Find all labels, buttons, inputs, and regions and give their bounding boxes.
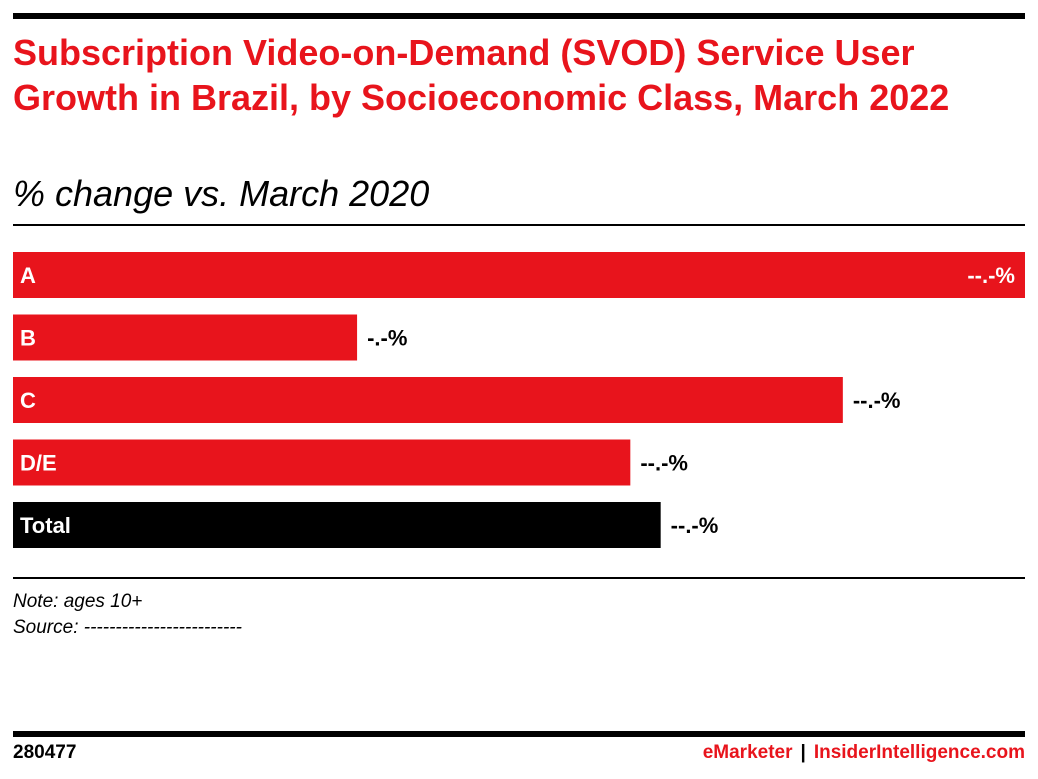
bar-c (13, 377, 843, 423)
category-label-a: A (20, 263, 36, 288)
value-label-a: --.-% (967, 263, 1015, 288)
value-label-d-e: --.-% (640, 451, 688, 476)
bar-total (13, 502, 661, 548)
bar-chart: A --.-% B -.-% C --.-% D/E --.-% Total --.-% (13, 252, 1025, 548)
source-text: Source: ------------------------- (13, 617, 242, 638)
chart-title: Subscription Video-on-Demand (SVOD) Serv… (13, 32, 950, 118)
category-label-d-e: D/E (20, 451, 57, 476)
top-rule (13, 13, 1025, 19)
category-label-b: B (20, 326, 36, 351)
bar-d-e (13, 439, 631, 486)
notes-divider (13, 577, 1025, 579)
notes-block: Note: ages 10+ Source: -----------------… (13, 589, 242, 641)
value-label-total: --.-% (671, 513, 719, 538)
category-label-total: Total (20, 513, 71, 538)
brand-emarketer: eMarketer (702, 742, 793, 763)
chart-subtitle: % change vs. March 2020 (13, 173, 430, 214)
brand-separator: | (800, 742, 806, 763)
brand-insiderintelligence: InsiderIntelligence.com (813, 742, 1025, 763)
category-label-c: C (20, 388, 36, 413)
bar-b (13, 314, 358, 361)
value-label-c: --.-% (853, 388, 901, 413)
bottom-rule (13, 731, 1025, 737)
chart-id: 280477 (13, 742, 77, 763)
bar-a (13, 252, 1025, 298)
footer-brand: eMarketer | InsiderIntelligence.com (703, 742, 1025, 764)
header-divider (13, 224, 1025, 226)
value-label-b: -.-% (367, 326, 407, 351)
note-text: Note: ages 10+ (13, 591, 143, 612)
